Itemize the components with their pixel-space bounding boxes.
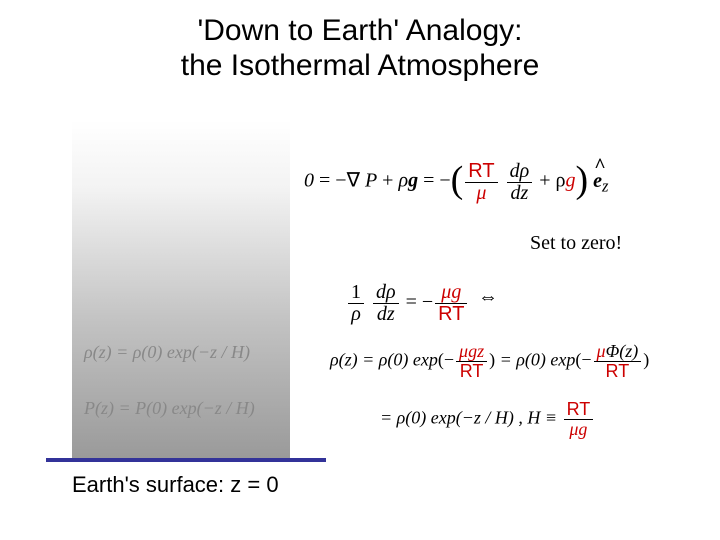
equation-rho-of-z-boxed: ρ(z) = ρ(0) exp(−z / H) [84,342,250,363]
eq1-P: P [365,170,377,192]
eq2-frac-1rho: 1ρ [348,282,364,325]
eq1-ez-sub: z [602,177,608,196]
eq1-g: g [565,170,575,192]
slide: 'Down to Earth' Analogy: the Isothermal … [0,0,720,540]
earth-surface-line [46,458,326,462]
nabla-icon: ∇ [347,170,360,192]
eq1-frac-drhodz: dρdz [507,161,533,204]
eq1-op1: = − [319,170,347,192]
eq1-g-bold: g [408,170,418,192]
eq1-drho: dρ [507,161,533,183]
eq1-rho: ρ [398,170,408,192]
surface-label: Earth's surface: z = 0 [72,472,279,498]
eq1-plus: + [382,170,398,192]
eq1-mu: μ [476,182,486,204]
iff-arrow-icon: ⇔ [478,286,498,309]
page-title: 'Down to Earth' Analogy: the Isothermal … [0,14,720,83]
eq4-frac: RTμg [564,400,594,439]
eq2-frac-drhodz: dρdz [373,282,399,325]
equation-momentum-balance: 0 = −∇ P + ρg = −(RTμ dρdz + ρg) ez [304,160,609,204]
title-line-2: the Isothermal Atmosphere [181,49,540,82]
eq4-lead: = ρ(0) exp(−z / H) , [380,408,523,428]
eq1-op2: = − [423,170,451,192]
paren-right-icon: ) [575,158,588,202]
eq3-frac1: μgzRT [456,342,487,381]
eq1-zero: 0 [304,170,314,192]
eq4-Hdef: H ≡ [527,408,561,428]
eq1-frac-RTmu: RTμ [465,161,497,204]
equation-scale-height-def: = ρ(0) exp(−z / H) , H ≡ RTμg [380,400,595,439]
paren-left-icon: ( [451,158,464,202]
eq3-frac2: μΦ(z)RT [594,342,642,381]
equation-P-of-z-boxed: P(z) = P(0) exp(−z / H) [84,398,255,419]
eq1-RT: RT [468,160,494,182]
eq2-equals: = − [406,291,434,313]
title-line-1: 'Down to Earth' Analogy: [198,14,523,47]
equation-log-density-gradient: 1ρ dρdz = −μgRT [346,282,469,325]
eq3-mid: = ρ(0) exp [495,350,575,370]
set-to-zero-label: Set to zero! [530,232,622,255]
eq3-lhs: ρ(z) = ρ(0) exp [330,350,438,370]
eq2-frac-mugRT: μgRT [435,282,467,325]
unit-vector-ez: e [593,170,602,192]
eq1-plus2: + ρ [539,170,565,192]
equation-rho-solution: ρ(z) = ρ(0) exp(−μgzRT) = ρ(0) exp(−μΦ(z… [330,342,649,381]
eq1-dz: dz [507,183,533,204]
